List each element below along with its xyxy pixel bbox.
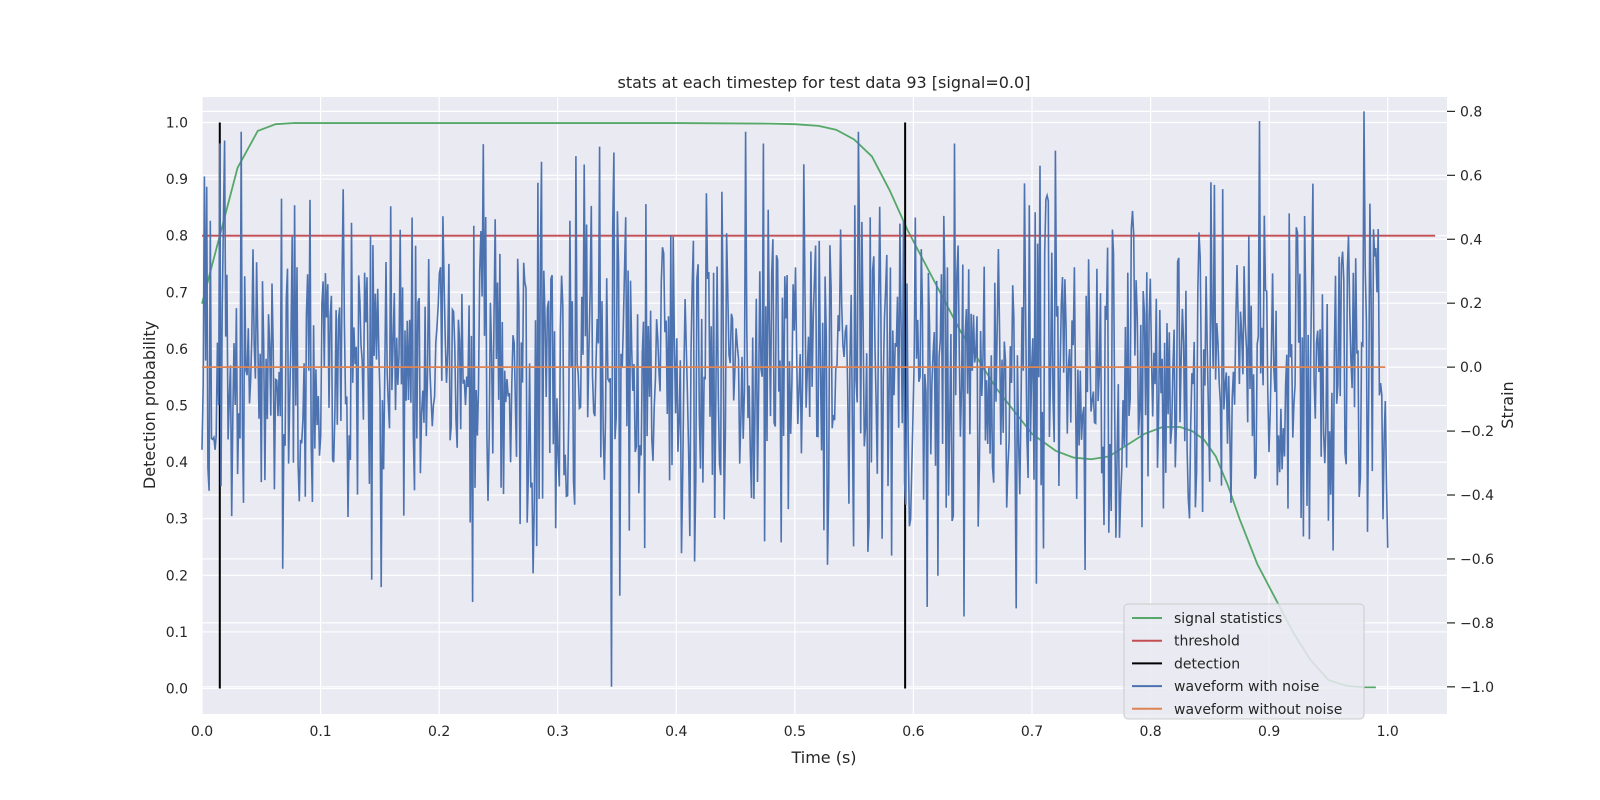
y-axis-label: Detection probability: [140, 321, 159, 489]
y2-tick-label: 0.4: [1460, 232, 1482, 248]
y-tick-label: 0.0: [166, 682, 188, 698]
chart-title: stats at each timestep for test data 93 …: [618, 73, 1031, 92]
y2-tick-label: −0.2: [1460, 424, 1494, 440]
legend-entry: signal statistics: [1174, 611, 1282, 627]
x-tick-label: 0.9: [1258, 724, 1280, 740]
x-tick-label: 0.4: [665, 724, 687, 740]
y2-tick-label: −0.6: [1460, 552, 1494, 568]
y-tick-label: 1.0: [166, 115, 188, 131]
x-tick-label: 1.0: [1377, 724, 1399, 740]
x-axis-label: Time (s): [790, 748, 856, 767]
x-tick-label: 0.6: [902, 724, 924, 740]
series-layer: [201, 111, 1436, 689]
y-tick-label: 0.5: [166, 399, 188, 415]
x-tick-label: 0.5: [784, 724, 806, 740]
legend-entry: waveform with noise: [1174, 679, 1319, 695]
legend-entry: detection: [1174, 656, 1240, 672]
x-tick-label: 0.1: [309, 724, 331, 740]
y-tick-label: 0.9: [166, 172, 188, 188]
x-tick-label: 0.3: [547, 724, 569, 740]
waveform-with-noise-line: [201, 111, 1389, 687]
y-tick-label: 0.1: [166, 625, 188, 641]
y2-tick-label: 0.0: [1460, 360, 1482, 376]
legend-entry: threshold: [1174, 634, 1240, 650]
legend-entry: waveform without noise: [1174, 702, 1342, 718]
y2-tick-label: 0.8: [1460, 104, 1482, 120]
y-tick-label: 0.6: [166, 342, 188, 358]
axes: 0.0 0.1 0.2 0.3 0.4 0.5 0.6 0.7 0.8 0.9 1.0 0.0 0.1 0…: [166, 104, 1494, 740]
y-tick-label: 0.4: [166, 455, 188, 471]
y2-tick-label: 0.6: [1460, 168, 1482, 184]
x-tick-label: 0.7: [1021, 724, 1043, 740]
y-tick-label: 0.7: [166, 285, 188, 301]
y2-tick-label: 0.2: [1460, 296, 1482, 312]
x-tick-label: 0.0: [191, 724, 213, 740]
legend-box: [1123, 603, 1365, 720]
y2-axis-label: Strain: [1498, 381, 1517, 428]
legend: signal statistics threshold detection wavef…: [1123, 603, 1365, 720]
y2-tick-label: −0.4: [1460, 488, 1494, 504]
x-tick-label: 0.2: [428, 724, 450, 740]
x-tick-label: 0.8: [1139, 724, 1161, 740]
y2-tick-label: −1.0: [1460, 680, 1494, 696]
y-tick-label: 0.2: [166, 568, 188, 584]
y-tick-label: 0.3: [166, 512, 188, 528]
y-tick-label: 0.8: [166, 229, 188, 245]
y2-tick-label: −0.8: [1460, 616, 1494, 632]
